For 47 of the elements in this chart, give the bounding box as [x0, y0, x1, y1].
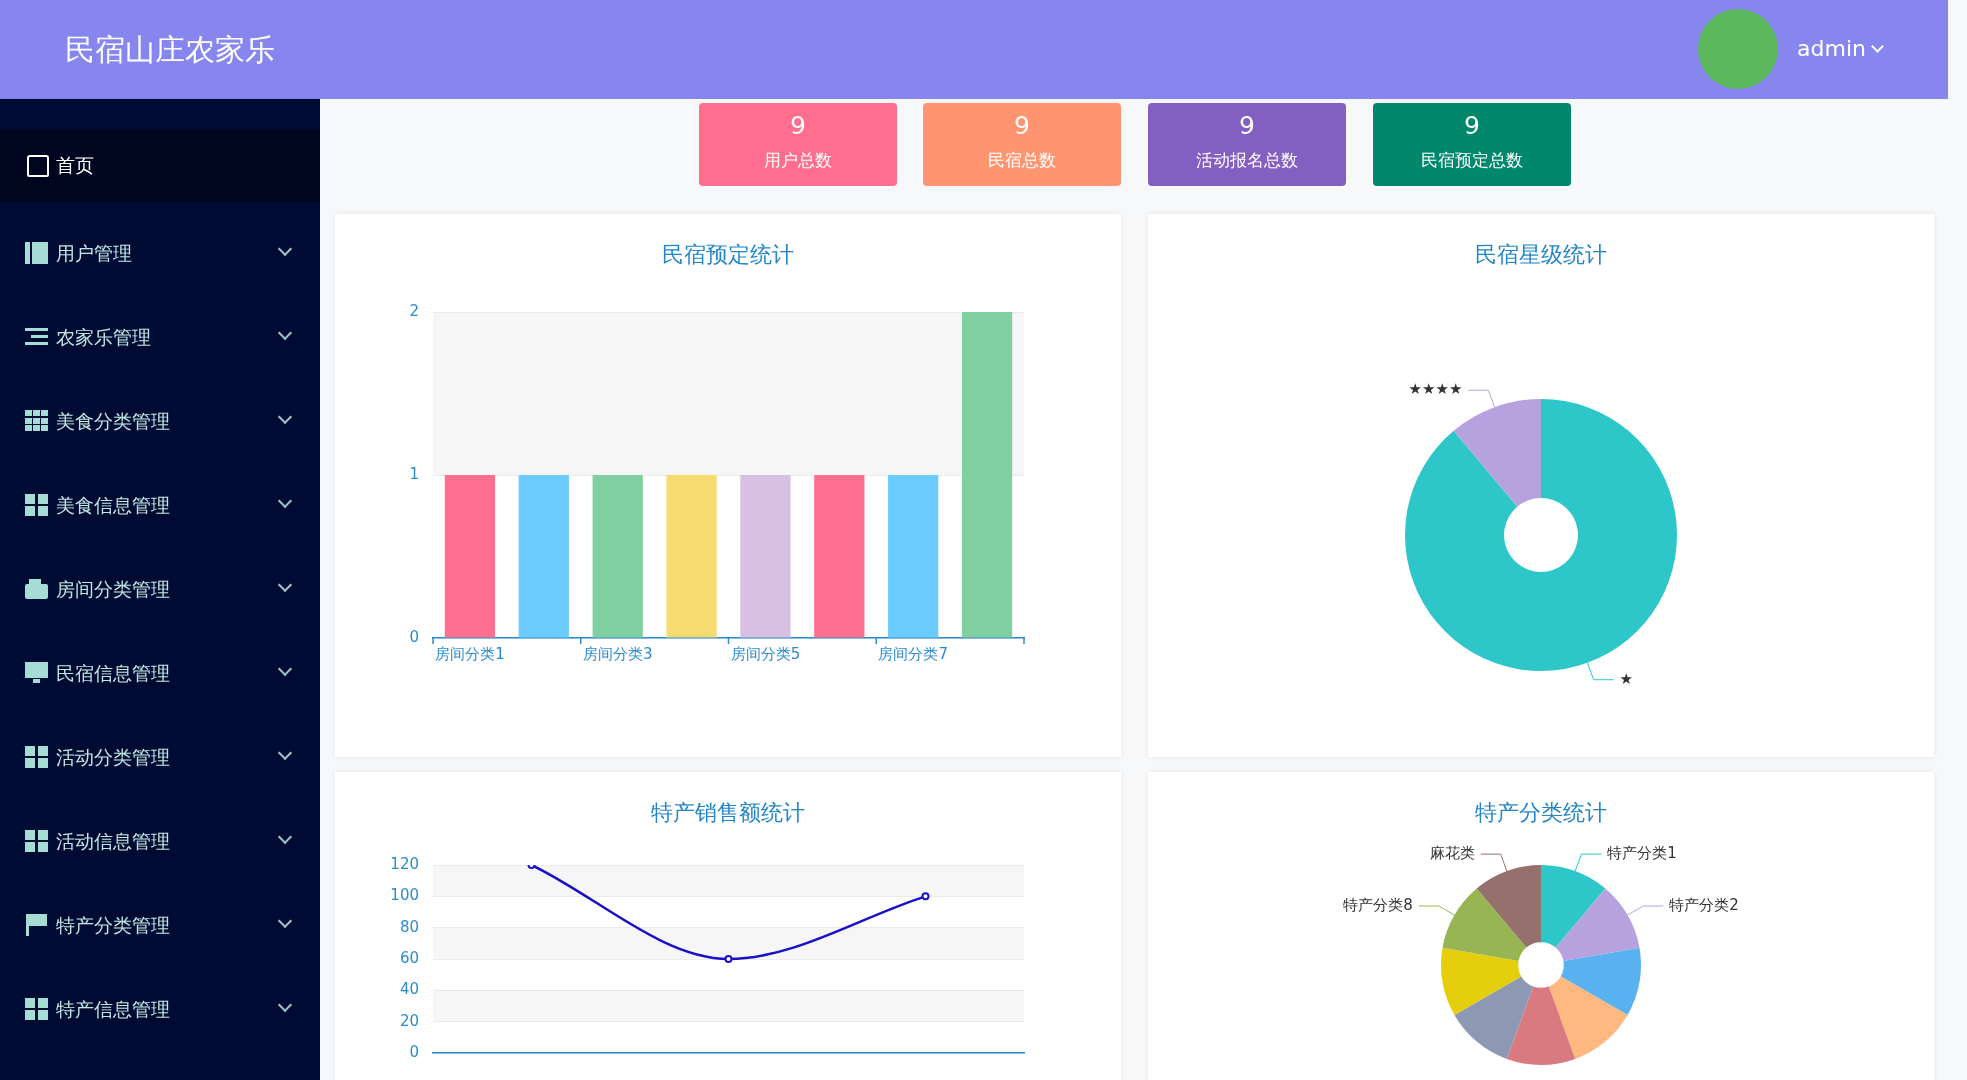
data-label: 9: [1013, 111, 1031, 141]
point: [724, 955, 733, 963]
y-tick-label: 0: [409, 627, 419, 646]
category-label: 民宿总数: [987, 149, 1057, 172]
x-tick-label: 房间分类7: [878, 644, 948, 663]
x-tick-label: 房间分类3: [582, 644, 653, 663]
x-tick-label: 房间分类5: [730, 644, 801, 663]
chart-title: 民宿星级统计: [1474, 241, 1608, 269]
text: 活动分类管理: [56, 745, 170, 770]
text: 特产分类管理: [56, 913, 170, 938]
y-tick-label: 40: [399, 980, 419, 999]
slice-label: 特产分类2: [1669, 895, 1739, 914]
chart-title: 特产销售额统计: [650, 799, 806, 827]
text: 民宿山庄农家乐: [65, 31, 275, 69]
y-tick-label: 120: [390, 854, 419, 873]
data-label: 9: [1463, 111, 1481, 141]
text: 美食分类管理: [56, 409, 170, 434]
text: 用户管理: [56, 241, 132, 266]
text: 农家乐管理: [56, 325, 151, 350]
y-tick-label: 1: [409, 464, 419, 483]
category-label: 民宿预定总数: [1420, 149, 1524, 172]
y-tick-label: 100: [390, 886, 419, 905]
slice-label: 特产分类8: [1343, 895, 1413, 914]
text: 民宿信息管理: [56, 661, 170, 686]
slice-label: 特产分类1: [1607, 844, 1677, 863]
slice-label: ★★★★: [1408, 380, 1463, 399]
chart-title: 特产分类统计: [1474, 799, 1608, 827]
data-label: 9: [789, 111, 807, 141]
text: 房间分类管理: [56, 577, 170, 602]
text: 首页: [56, 153, 94, 178]
slice-label: 麻花类: [1429, 844, 1475, 863]
y-tick-label: 60: [399, 948, 419, 967]
chart-title: 民宿预定统计: [661, 241, 795, 269]
category-label: 活动报名总数: [1195, 149, 1299, 172]
y-tick-label: 2: [409, 301, 419, 320]
point: [921, 892, 930, 901]
category-label: 用户总数: [763, 149, 833, 172]
text: 特产信息管理: [56, 997, 170, 1022]
text: 美食信息管理: [56, 493, 170, 518]
text: 活动信息管理: [56, 829, 170, 854]
y-tick-label: 80: [399, 917, 419, 936]
data-label: 9: [1238, 111, 1256, 141]
x-tick-label: 房间分类1: [435, 644, 505, 663]
y-tick-label: 0: [409, 1042, 419, 1061]
y-tick-label: 20: [399, 1011, 419, 1030]
slice-label: ★: [1619, 669, 1634, 688]
text: admin: [1797, 36, 1866, 61]
